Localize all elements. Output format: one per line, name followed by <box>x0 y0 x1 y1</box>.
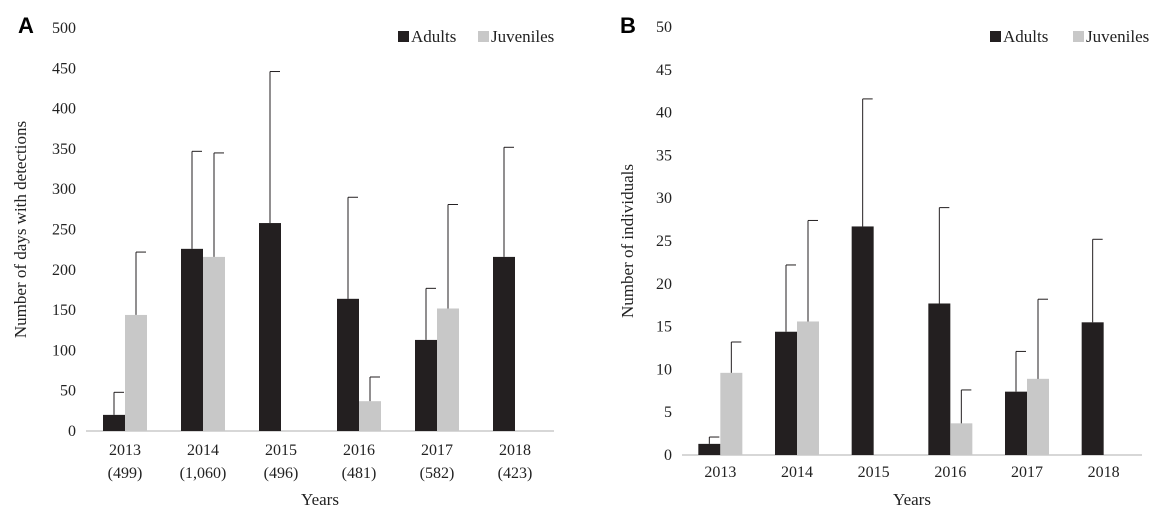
x-tick-label: 2014 <box>187 442 219 459</box>
bar-juveniles-2014 <box>797 321 819 455</box>
bar-juveniles-2016 <box>950 423 973 455</box>
y-tick-label: 500 <box>52 20 76 37</box>
y-tick-label: 150 <box>52 302 76 319</box>
legend-swatch-juveniles <box>478 31 489 42</box>
bar-adults-2018 <box>493 256 515 431</box>
bar-adults-2014 <box>181 248 203 431</box>
y-tick-label: 15 <box>656 319 672 336</box>
bar-juveniles-2017 <box>437 308 459 431</box>
legend-swatch-juveniles <box>1073 31 1084 42</box>
y-tick-label: 250 <box>52 222 76 239</box>
bar-juveniles-2013 <box>125 314 147 431</box>
y-tick-label: 200 <box>52 262 76 279</box>
panel-letter: B <box>620 13 636 38</box>
x-tick-label: 2017 <box>1011 464 1043 481</box>
bar-juveniles-2013 <box>720 372 743 455</box>
x-tick-sublabel: (582) <box>420 465 455 482</box>
legend-label-adults: Adults <box>411 27 456 46</box>
x-tick-label: 2017 <box>421 442 453 459</box>
bar-adults-2016 <box>337 298 359 431</box>
bar-adults-2017 <box>415 339 437 431</box>
y-tick-label: 100 <box>52 342 76 359</box>
y-tick-label: 0 <box>664 447 672 464</box>
panel-letter: A <box>18 13 34 38</box>
y-tick-label: 25 <box>656 233 672 250</box>
y-tick-label: 450 <box>52 60 76 77</box>
chart-panel-a: A 0 50 100 150 200 250 300 350 400 450 500 Number of… <box>11 13 554 509</box>
bar-adults-2016 <box>928 303 951 455</box>
y-axis-label: Number of days with detections <box>11 121 30 338</box>
bar-adults-2018 <box>1081 322 1104 455</box>
legend-label-adults: Adults <box>1003 27 1048 46</box>
x-tick-label: 2016 <box>934 464 966 481</box>
y-tick-label: 300 <box>52 181 76 198</box>
bar-adults-2015 <box>259 223 281 431</box>
y-tick-label: 45 <box>656 62 672 79</box>
x-tick-label: 2014 <box>781 464 813 481</box>
bar-adults-2015 <box>851 226 874 455</box>
x-tick-label: 2015 <box>858 464 890 481</box>
x-tick-label: 2015 <box>265 442 297 459</box>
chart-panel-b: B 0 5 10 15 20 25 30 35 40 45 50 Number of individua… <box>618 13 1149 509</box>
y-tick-label: 50 <box>60 383 76 400</box>
legend: Adults Juveniles <box>398 27 554 46</box>
legend-label-juveniles: Juveniles <box>491 27 554 46</box>
x-tick-label: 2018 <box>499 442 531 459</box>
y-tick-label: 35 <box>656 147 672 164</box>
bar-juveniles-2016 <box>359 401 381 431</box>
bar-adults-2014 <box>775 331 797 455</box>
legend: Adults Juveniles <box>990 27 1149 46</box>
x-tick-sublabel: (1,060) <box>180 465 227 482</box>
y-tick-label: 10 <box>656 361 672 378</box>
legend-swatch-adults <box>990 31 1001 42</box>
y-axis-label: Number of individuals <box>618 164 637 318</box>
x-tick-label: 2013 <box>109 442 141 459</box>
x-tick-sublabel: (423) <box>498 465 533 482</box>
bar-adults-2017 <box>1005 391 1027 455</box>
x-axis-label: Years <box>893 490 931 509</box>
bar-juveniles-2014 <box>203 256 225 431</box>
legend-label-juveniles: Juveniles <box>1086 27 1149 46</box>
y-tick-label: 350 <box>52 141 76 158</box>
y-tick-label: 0 <box>68 423 76 440</box>
bar-adults-2013 <box>698 443 721 455</box>
x-tick-label: 2016 <box>343 442 375 459</box>
y-tick-label: 50 <box>656 19 672 36</box>
legend-swatch-adults <box>398 31 409 42</box>
x-tick-sublabel: (499) <box>108 465 143 482</box>
y-tick-label: 5 <box>664 404 672 421</box>
bar-juveniles-2017 <box>1027 378 1049 455</box>
y-tick-label: 40 <box>656 105 672 122</box>
y-tick-label: 20 <box>656 276 672 293</box>
y-tick-label: 30 <box>656 190 672 207</box>
x-tick-label: 2018 <box>1088 464 1120 481</box>
x-tick-label: 2013 <box>704 464 736 481</box>
x-tick-sublabel: (496) <box>264 465 299 482</box>
x-tick-sublabel: (481) <box>342 465 377 482</box>
y-tick-label: 400 <box>52 101 76 118</box>
x-axis-label: Years <box>301 490 339 509</box>
bar-adults-2013 <box>103 414 125 431</box>
